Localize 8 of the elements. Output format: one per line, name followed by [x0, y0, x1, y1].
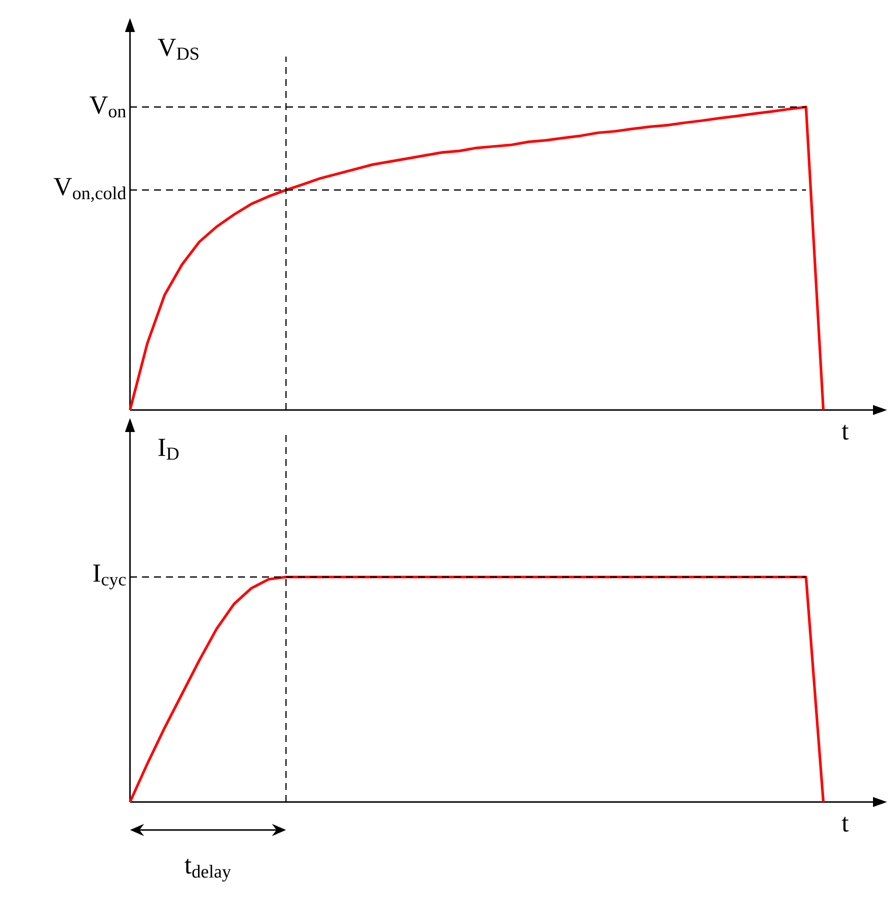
y-axis-title: V$_{DS}$ [158, 38, 198, 60]
ref-line-label: I$_{cyc}$ [93, 564, 126, 590]
x-axis-title: t [842, 424, 849, 440]
ref-line-label: V$_{on,cold}$ [54, 178, 126, 202]
text: t$_{delay}$ [184, 858, 231, 882]
y-axis-title: I$_{D}$ [158, 438, 179, 460]
ref-line-label: V$_{on}$ [90, 96, 126, 118]
x-axis-title: t [842, 816, 849, 832]
